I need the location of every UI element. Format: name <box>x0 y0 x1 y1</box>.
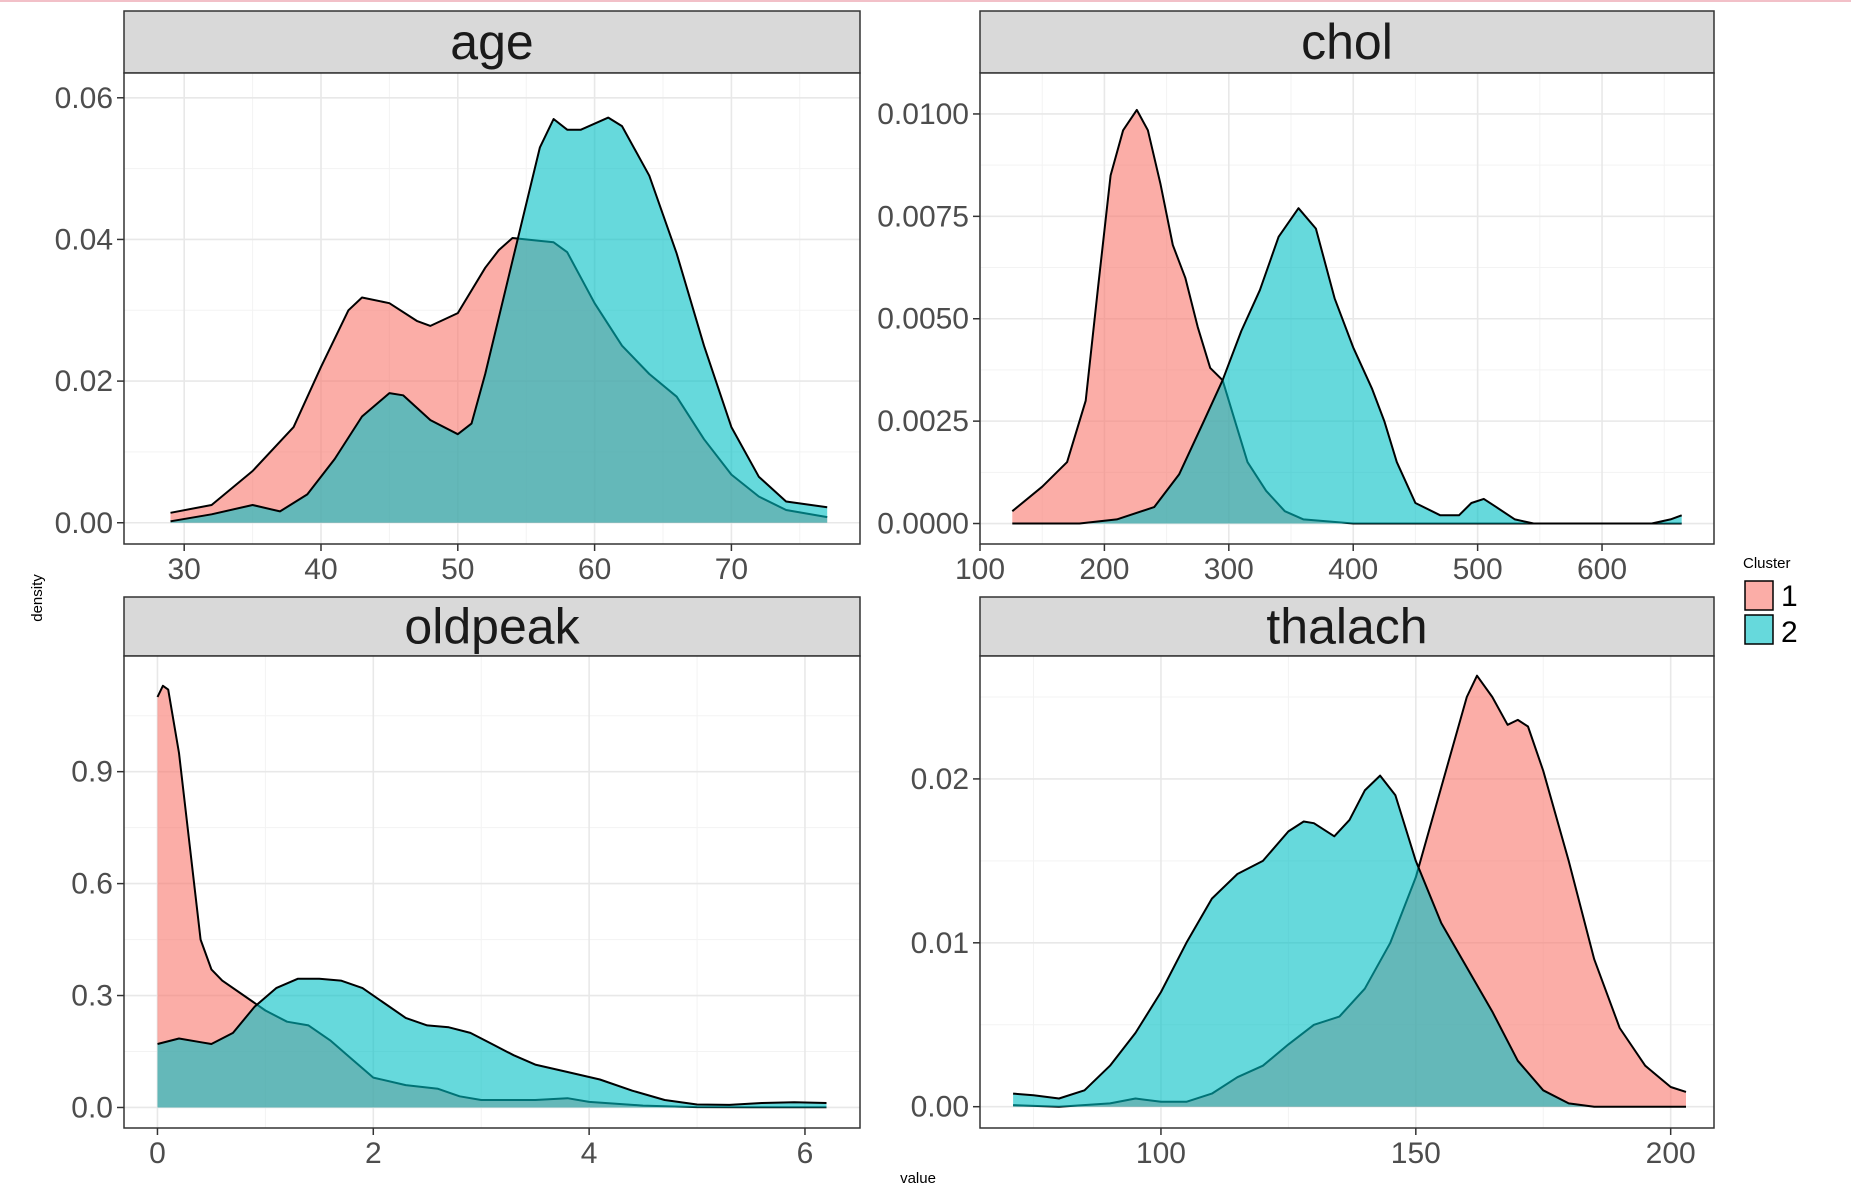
y-tick-label: 0.04 <box>55 223 113 256</box>
x-tick-label: 6 <box>797 1137 814 1170</box>
x-tick-label: 600 <box>1577 553 1627 586</box>
density-area-oldpeak-cluster-2 <box>157 978 827 1108</box>
axis-ticks: 0 2 4 6 0.0 0.3 0.6 0.9 <box>71 756 813 1170</box>
y-tick-label: 0.02 <box>55 365 113 398</box>
y-tick-label: 0.01 <box>911 927 969 960</box>
x-tick-label: 30 <box>168 553 201 586</box>
panel-border <box>123 655 861 1129</box>
panel-title-chol: chol <box>1301 14 1393 70</box>
density-area-chol-cluster-2 <box>1012 208 1682 524</box>
x-tick-label: 0 <box>149 1137 166 1170</box>
top-border-line <box>0 0 1851 2</box>
density-area-thalach-cluster-1 <box>1013 675 1686 1107</box>
x-tick-label: 4 <box>581 1137 598 1170</box>
legend-label-1: 1 <box>1781 580 1798 613</box>
panel-chol: chol 100 200 300 400 500 600 0.0000 0.0025 0.0050… <box>877 10 1715 586</box>
panel-title-thalach: thalach <box>1266 599 1427 655</box>
y-tick-label: 0.00 <box>55 507 113 540</box>
density-line-chol-cluster-2 <box>1012 207 1683 525</box>
x-tick-label: 150 <box>1391 1137 1441 1170</box>
y-tick-label: 0.06 <box>55 82 113 115</box>
x-tick-label: 100 <box>955 553 1005 586</box>
density-area-chol-cluster-1 <box>1012 109 1682 524</box>
density-areas <box>1013 674 1687 1108</box>
legend-label-2: 2 <box>1781 616 1798 649</box>
y-tick-label: 0.0075 <box>877 200 969 233</box>
density-area-thalach-cluster-2 <box>1013 775 1686 1107</box>
panel-oldpeak: oldpeak 0 2 4 6 0.0 0.3 0.6 0.9 <box>71 596 861 1170</box>
legend-key-1 <box>1744 580 1774 611</box>
panel-border <box>123 72 861 545</box>
density-areas <box>156 684 827 1109</box>
x-tick-label: 2 <box>365 1137 382 1170</box>
density-line-thalach-cluster-2 <box>1013 774 1686 1108</box>
y-tick-label: 0.0 <box>71 1091 113 1124</box>
panel-age: age 30 40 50 60 70 0.00 0.02 0.04 0.06 <box>55 10 861 586</box>
panel-strip-oldpeak <box>123 596 861 657</box>
y-tick-label: 0.6 <box>71 868 113 901</box>
y-tick-label: 0.9 <box>71 756 113 789</box>
panel-title-oldpeak: oldpeak <box>404 599 580 655</box>
panel-strip-thalach <box>979 596 1715 657</box>
panel-thalach: thalach 100 150 200 0.00 0.01 0.02 <box>911 596 1715 1170</box>
density-areas <box>170 116 828 523</box>
y-tick-label: 0.0100 <box>877 98 969 131</box>
x-tick-label: 300 <box>1204 553 1254 586</box>
x-tick-label: 200 <box>1079 553 1129 586</box>
panel-border <box>979 72 1715 545</box>
x-tick-label: 100 <box>1136 1137 1186 1170</box>
density-line-age-cluster-2 <box>170 116 828 523</box>
axis-ticks: 100 200 300 400 500 600 0.0000 0.0025 0.0050 0.00… <box>877 98 1627 586</box>
y-tick-label: 0.0050 <box>877 303 969 336</box>
x-tick-label: 500 <box>1453 553 1503 586</box>
axis-ticks: 30 40 50 60 70 0.00 0.02 0.04 0.06 <box>55 82 748 586</box>
density-areas <box>1011 108 1683 525</box>
x-tick-label: 40 <box>304 553 337 586</box>
x-tick-label: 60 <box>578 553 611 586</box>
x-axis-title: value <box>900 1170 936 1187</box>
panel-title-age: age <box>450 14 533 70</box>
x-tick-label: 400 <box>1328 553 1378 586</box>
y-tick-label: 0.0025 <box>877 405 969 438</box>
y-axis-title: density <box>29 574 46 622</box>
x-tick-label: 50 <box>441 553 474 586</box>
density-line-oldpeak-cluster-2 <box>157 977 827 1106</box>
legend-key-2 <box>1744 614 1774 645</box>
x-tick-label: 200 <box>1646 1137 1696 1170</box>
x-tick-label: 70 <box>715 553 748 586</box>
y-tick-label: 0.02 <box>911 763 969 796</box>
axis-ticks: 100 150 200 0.00 0.01 0.02 <box>911 763 1696 1170</box>
y-tick-label: 0.0000 <box>877 508 969 541</box>
panel-border <box>979 655 1715 1129</box>
legend: Cluster 1 2 <box>1743 555 1798 649</box>
y-tick-label: 0.3 <box>71 980 113 1013</box>
legend-title: Cluster <box>1743 555 1791 572</box>
y-tick-label: 0.00 <box>911 1091 969 1124</box>
